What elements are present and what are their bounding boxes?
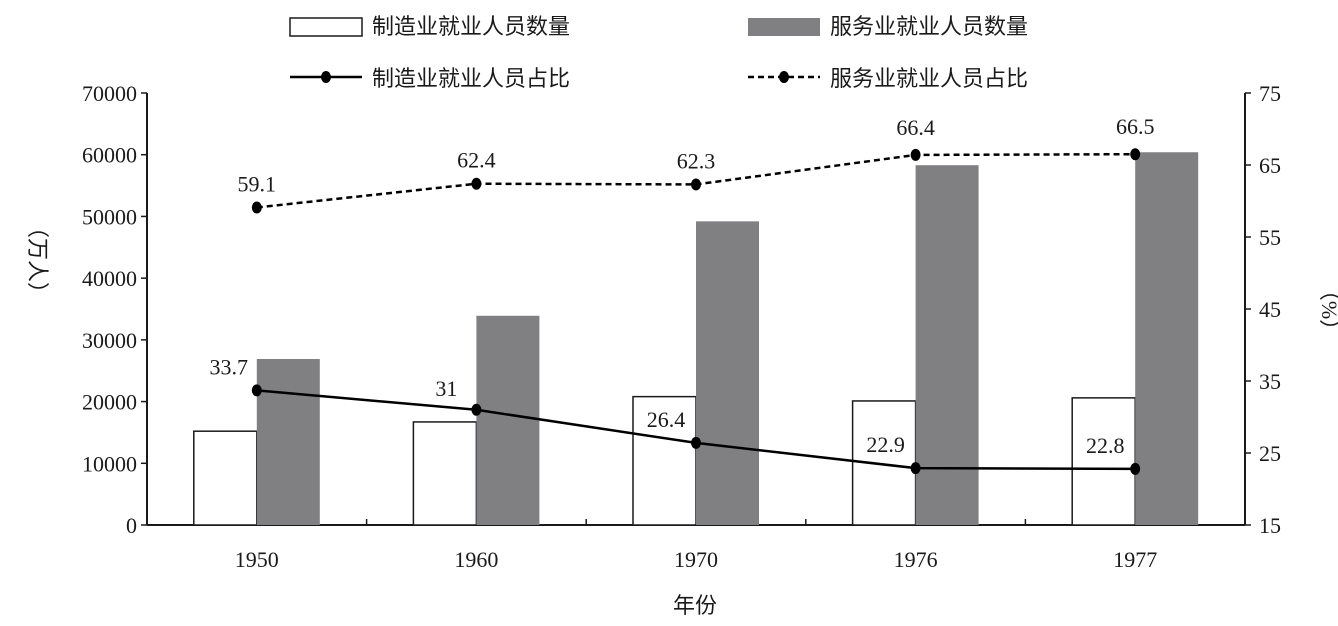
legend-item-manufacturing-count: 制造业就业人员数量: [289, 14, 570, 39]
data-label-service-share: 66.4: [896, 115, 935, 140]
data-label-manufacturing-share: 26.4: [647, 407, 686, 432]
legend: 制造业就业人员数量 服务业就业人员数量 制造业就业人员占比 服务业就业人员占比: [289, 14, 1028, 91]
y-tick-label-right: 75: [1259, 81, 1281, 106]
data-label-manufacturing-share: 33.7: [210, 354, 249, 379]
y-tick-label-left: 30000: [82, 328, 137, 353]
y-tick-label-left: 50000: [82, 204, 137, 229]
x-tick-label: 1970: [674, 547, 718, 572]
y-tick-label-left: 60000: [82, 143, 137, 168]
legend-marker: [779, 71, 789, 83]
legend-swatch-service-count: [748, 18, 820, 36]
y-tick-label-left: 20000: [82, 390, 137, 415]
point-service-share: [251, 201, 262, 214]
point-manufacturing-share: [1130, 462, 1141, 475]
y-axis-label-right: （%）: [1317, 279, 1338, 341]
data-label-manufacturing-share: 22.9: [866, 432, 905, 457]
legend-item-service-share: 服务业就业人员占比: [748, 66, 1028, 91]
x-tick-label: 1960: [454, 547, 498, 572]
legend-label: 制造业就业人员数量: [372, 14, 570, 39]
data-label-manufacturing-share: 22.8: [1086, 433, 1125, 458]
y-tick-label-right: 25: [1259, 441, 1281, 466]
y-tick-label-left: 10000: [82, 451, 137, 476]
point-service-share: [910, 148, 921, 161]
y-tick-label-right: 65: [1259, 153, 1281, 178]
point-manufacturing-share: [691, 436, 701, 449]
bar-service-count: [476, 315, 540, 525]
data-label-service-share: 62.3: [677, 148, 716, 173]
y-tick-label-right: 55: [1259, 225, 1281, 250]
data-label-service-share: 62.4: [457, 148, 496, 173]
legend-marker: [321, 71, 331, 83]
legend-label: 制造业就业人员占比: [372, 66, 570, 91]
legend-label: 服务业就业人员数量: [830, 14, 1028, 39]
point-manufacturing-share: [251, 384, 262, 397]
legend-swatch-manufacturing-count: [289, 17, 363, 37]
legend-item-manufacturing-share: 制造业就业人员占比: [290, 66, 570, 91]
point-service-share: [471, 177, 482, 190]
legend-label: 服务业就业人员占比: [830, 66, 1028, 91]
data-label-manufacturing-share: 31: [435, 376, 457, 401]
y-tick-label-right: 15: [1259, 513, 1281, 538]
point-manufacturing-share: [910, 462, 921, 475]
legend-item-service-count: 服务业就业人员数量: [748, 14, 1028, 39]
bar-manufacturing-count: [193, 430, 258, 526]
bar-manufacturing-count: [1071, 397, 1136, 526]
x-tick-label: 1977: [1113, 547, 1157, 572]
y-tick-label-right: 35: [1259, 369, 1281, 394]
data-label-service-share: 66.5: [1116, 114, 1155, 139]
point-manufacturing-share: [471, 403, 482, 416]
point-service-share: [1130, 148, 1141, 161]
bar-manufacturing-count: [412, 421, 478, 526]
y-tick-label-right: 45: [1259, 297, 1281, 322]
lines: 33.7 31 26.4 22.9 22.8 59.1 62.4 62.3 66.4 66.5: [210, 114, 1155, 475]
y-tick-label-left: 0: [126, 513, 137, 538]
bar-service-count: [696, 221, 759, 525]
bar-service-count: [256, 358, 320, 525]
bar-service-count: [1135, 152, 1199, 525]
y-tick-label-left: 70000: [82, 81, 137, 106]
x-tick-label: 1950: [235, 547, 279, 572]
bars: [193, 152, 1199, 526]
bar-service-count: [915, 165, 979, 525]
x-axis-label: 年份: [673, 593, 717, 618]
x-tick-label: 1976: [894, 547, 938, 572]
data-label-service-share: 59.1: [238, 171, 277, 196]
y-tick-label-left: 40000: [82, 266, 137, 291]
point-service-share: [691, 178, 701, 191]
y-axis-label-left: （万人）: [25, 216, 50, 304]
